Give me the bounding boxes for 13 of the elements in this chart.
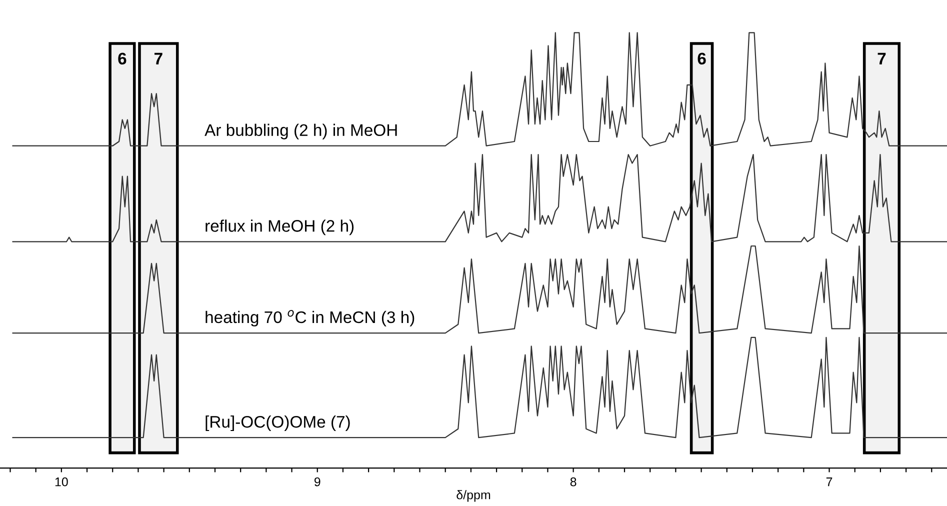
- series-label: reflux in MeOH (2 h): [206, 220, 354, 236]
- x-tick-label: 8: [570, 477, 576, 486]
- band-label: 7: [878, 52, 886, 64]
- x-tick-label: 10: [55, 477, 68, 486]
- series-label: Ar bubbling (2 h) in MeOH: [204, 124, 397, 140]
- band-label: 6: [698, 52, 706, 64]
- series-label: [Ru]-OC(O)OMe (7): [206, 416, 350, 432]
- x-tick-label: 9: [314, 477, 320, 486]
- band-label: 7: [154, 52, 162, 64]
- x-axis-title: δ/ppm: [456, 490, 490, 502]
- band-label: 6: [118, 52, 126, 64]
- series-label: heating 70 $^{o}$C in MeCN (3 h): [206, 310, 414, 326]
- x-tick-label: 7: [826, 478, 832, 486]
